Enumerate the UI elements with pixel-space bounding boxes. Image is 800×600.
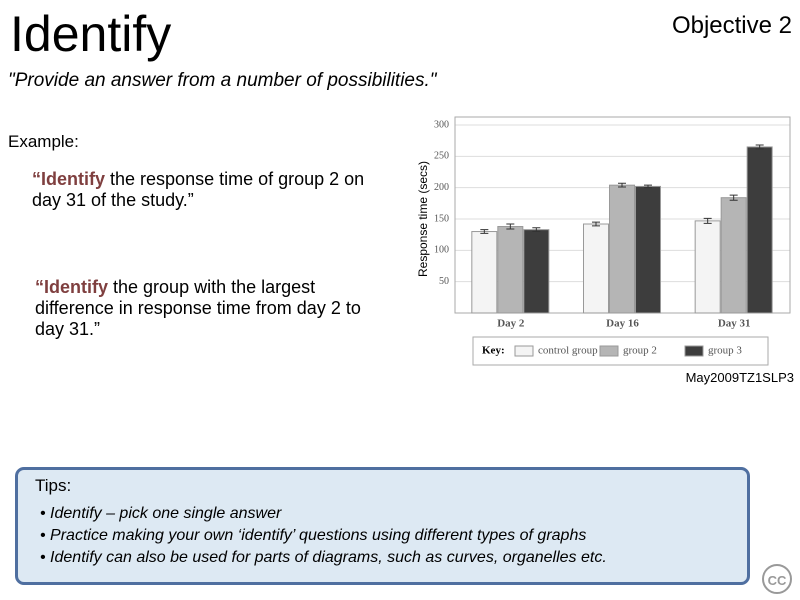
y-axis-label: Response time (secs) bbox=[416, 161, 430, 277]
legend-label: group 2 bbox=[623, 345, 657, 357]
cc-icon: CC bbox=[762, 564, 792, 594]
x-tick-label: Day 31 bbox=[718, 318, 751, 330]
y-tick-label: 300 bbox=[434, 119, 449, 130]
y-tick-label: 100 bbox=[434, 245, 449, 256]
legend-label: group 3 bbox=[708, 345, 742, 357]
error-bar bbox=[532, 227, 541, 233]
bar bbox=[471, 231, 498, 314]
bar bbox=[583, 223, 609, 314]
legend-swatch bbox=[514, 345, 534, 357]
tips-box: Tips: • Identify – pick one single answe… bbox=[15, 467, 750, 585]
bar bbox=[720, 197, 747, 314]
error-bar bbox=[506, 223, 515, 230]
bar bbox=[523, 229, 550, 314]
question: “Identify the response time of group 2 o… bbox=[32, 169, 382, 211]
error-bar bbox=[644, 184, 652, 189]
error-bar bbox=[592, 221, 600, 227]
tip: • Identify – pick one single answer bbox=[40, 505, 282, 522]
error-bar bbox=[703, 217, 712, 224]
legend-title: Key: bbox=[482, 345, 505, 357]
question-text: the group with the largest difference in… bbox=[35, 277, 361, 339]
bar bbox=[497, 226, 524, 314]
objective: Objective 2 bbox=[671, 12, 792, 39]
question-keyword: “Identify bbox=[32, 169, 106, 189]
bar bbox=[694, 220, 721, 314]
legend-swatch bbox=[684, 345, 704, 357]
question-keyword: “Identify bbox=[35, 277, 109, 297]
x-tick-label: Day 16 bbox=[606, 318, 639, 330]
example-label: Example: bbox=[8, 132, 79, 151]
y-tick-label: 200 bbox=[434, 182, 449, 193]
tip: • Identify can also be used for parts of… bbox=[40, 549, 607, 566]
source: May2009TZ1SLP3 bbox=[685, 370, 794, 385]
error-bar bbox=[618, 182, 626, 188]
y-tick-label: 250 bbox=[434, 151, 449, 162]
bar bbox=[635, 185, 661, 314]
error-bar bbox=[755, 144, 764, 150]
subtitle: "Provide an answer from a number of poss… bbox=[8, 70, 437, 91]
y-tick-label: 50 bbox=[439, 276, 449, 287]
question-text: the response time of group 2 on day 31 o… bbox=[32, 169, 365, 210]
slide-title: Identify bbox=[10, 6, 172, 62]
x-tick-label: Day 2 bbox=[497, 318, 525, 330]
error-bar bbox=[729, 194, 738, 201]
chart: 50 100 150 200 250 300 Response time (secs) Day… bbox=[416, 116, 791, 366]
question: “Identify the group with the largest dif… bbox=[35, 277, 365, 340]
y-tick-label: 150 bbox=[434, 213, 449, 224]
legend-label: control group bbox=[538, 345, 598, 357]
error-bar bbox=[480, 229, 489, 234]
bar bbox=[609, 184, 635, 314]
tips-heading: Tips: bbox=[35, 476, 72, 495]
tip: • Practice making your own ‘identify’ qu… bbox=[40, 527, 587, 544]
bar bbox=[746, 146, 773, 314]
legend-swatch bbox=[599, 345, 619, 357]
